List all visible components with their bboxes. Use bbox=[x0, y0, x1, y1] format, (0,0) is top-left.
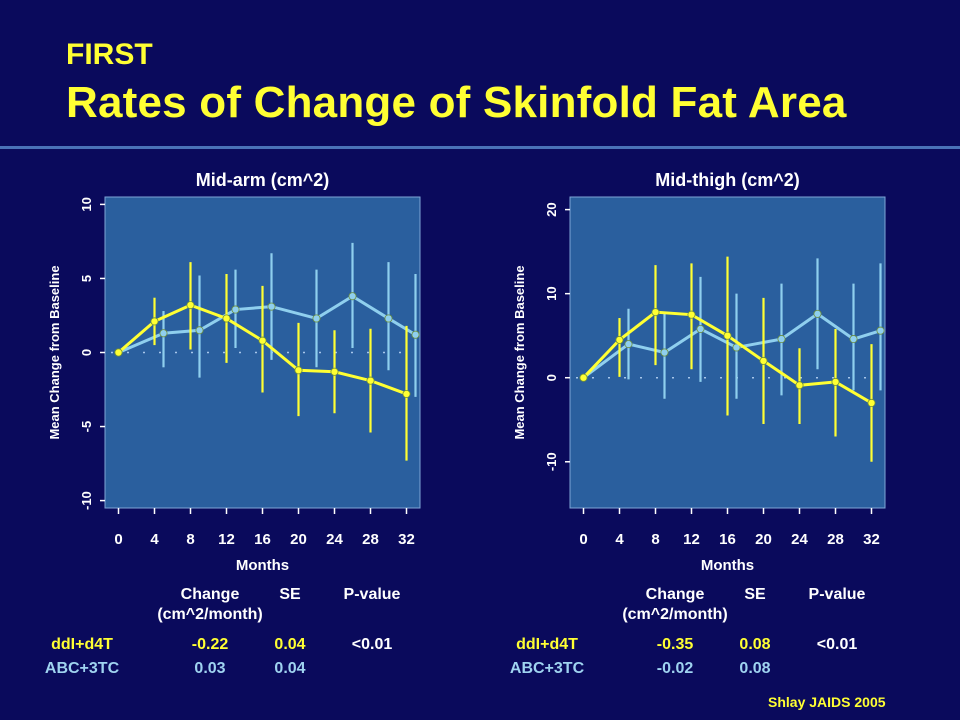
x-tick-label: 20 bbox=[290, 531, 307, 548]
x-tick-label: 24 bbox=[326, 531, 343, 548]
y-tick-label: -5 bbox=[79, 421, 94, 433]
y-axis-label: Mean Change from Baseline bbox=[47, 265, 62, 439]
slide-supertitle: FIRST bbox=[66, 38, 153, 71]
x-tick-label: 4 bbox=[150, 531, 159, 548]
ddl_d4t-data-point bbox=[294, 366, 303, 375]
stats-row-se: 0.08 bbox=[739, 636, 771, 653]
title-divider bbox=[0, 146, 960, 149]
y-tick-label: 10 bbox=[79, 197, 94, 211]
y-tick-label: 0 bbox=[544, 374, 559, 381]
stats-header-pvalue: P-value bbox=[343, 586, 401, 603]
x-axis-label: Months bbox=[701, 557, 754, 574]
ddl_d4t-data-point bbox=[759, 356, 768, 365]
ddl_d4t-data-point bbox=[150, 317, 159, 326]
x-tick-label: 28 bbox=[827, 531, 844, 548]
abc_3tc-data-point bbox=[312, 314, 321, 323]
abc_3tc-data-point bbox=[696, 324, 705, 333]
x-tick-label: 12 bbox=[683, 531, 700, 548]
ddl_d4t-data-point bbox=[831, 377, 840, 386]
stats-row-label: ddI+d4T bbox=[51, 636, 113, 653]
abc_3tc-data-point bbox=[813, 309, 822, 318]
ddl_d4t-data-point bbox=[186, 301, 195, 310]
slide-title: Rates of Change of Skinfold Fat Area bbox=[66, 78, 847, 127]
x-tick-label: 20 bbox=[755, 531, 772, 548]
y-tick-label: 0 bbox=[79, 349, 94, 356]
stats-header-change: Change bbox=[180, 586, 240, 603]
x-tick-label: 0 bbox=[579, 531, 587, 548]
y-tick-label: 10 bbox=[544, 286, 559, 300]
abc_3tc-data-point bbox=[411, 330, 420, 339]
chart-title: Mid-thigh (cm^2) bbox=[655, 170, 800, 190]
abc_3tc-data-point bbox=[732, 343, 741, 352]
stats-header-se: SE bbox=[279, 586, 301, 603]
ddl_d4t-data-point bbox=[114, 348, 123, 357]
x-tick-label: 16 bbox=[719, 531, 736, 548]
abc_3tc-data-point bbox=[195, 326, 204, 335]
stats-header-change-unit: (cm^2/month) bbox=[157, 606, 263, 623]
mid-arm-chart: Mid-arm (cm^2) -10 -5 0 5 10 Mean Change from … bbox=[47, 170, 421, 574]
x-tick-label: 8 bbox=[651, 531, 659, 548]
stats-row-change: 0.03 bbox=[194, 660, 226, 677]
stats-header-change: Change bbox=[645, 586, 705, 603]
mid-thigh-chart: Mid-thigh (cm^2) -10 0 10 20 Mean Change from… bbox=[512, 170, 886, 574]
stats-row-change: -0.35 bbox=[656, 636, 694, 653]
ddl_d4t-data-point bbox=[402, 389, 411, 398]
stats-row-pvalue: <0.01 bbox=[351, 636, 393, 653]
chart-title: Mid-arm (cm^2) bbox=[196, 170, 330, 190]
abc_3tc-data-point bbox=[876, 326, 885, 335]
ddl_d4t-data-point bbox=[651, 308, 660, 317]
x-tick-label: 24 bbox=[791, 531, 808, 548]
abc_3tc-data-point bbox=[777, 335, 786, 344]
abc_3tc-data-point bbox=[159, 329, 168, 338]
abc_3tc-data-point bbox=[849, 335, 858, 344]
ddl_d4t-data-point bbox=[330, 367, 339, 376]
stats-row-label: ABC+3TC bbox=[44, 660, 120, 677]
abc_3tc-data-point bbox=[660, 348, 669, 357]
x-tick-label: 28 bbox=[362, 531, 379, 548]
ddl_d4t-data-point bbox=[687, 310, 696, 319]
stats-row-label: ABC+3TC bbox=[509, 660, 585, 677]
ddl_d4t-data-point bbox=[366, 376, 375, 385]
stats-row-change: -0.02 bbox=[656, 660, 694, 677]
abc_3tc-data-point bbox=[384, 314, 393, 323]
stats-row-change: -0.22 bbox=[191, 636, 229, 653]
x-tick-label: 4 bbox=[615, 531, 624, 548]
y-axis-label: Mean Change from Baseline bbox=[512, 265, 527, 439]
mid-thigh-stats-table: Change (cm^2/month) SE P-value ddI+d4T -… bbox=[495, 586, 915, 686]
mid-arm-stats-table: Change (cm^2/month) SE P-value ddI+d4T -… bbox=[30, 586, 450, 686]
y-tick-label: 20 bbox=[544, 202, 559, 216]
abc_3tc-data-point bbox=[624, 340, 633, 349]
ddl_d4t-data-point bbox=[222, 314, 231, 323]
y-tick-label: -10 bbox=[79, 491, 94, 510]
x-tick-label: 8 bbox=[186, 531, 194, 548]
y-tick-label: -10 bbox=[544, 452, 559, 471]
x-axis-label: Months bbox=[236, 557, 289, 574]
citation: Shlay JAIDS 2005 bbox=[768, 694, 886, 710]
ddl_d4t-data-point bbox=[615, 335, 624, 344]
x-tick-label: 0 bbox=[114, 531, 122, 548]
x-tick-label: 16 bbox=[254, 531, 271, 548]
stats-row-pvalue: <0.01 bbox=[816, 636, 858, 653]
stats-header-change-unit: (cm^2/month) bbox=[622, 606, 728, 623]
x-tick-label: 12 bbox=[218, 531, 235, 548]
ddl_d4t-data-point bbox=[723, 331, 732, 340]
x-tick-label: 32 bbox=[863, 531, 880, 548]
x-tick-label: 32 bbox=[398, 531, 415, 548]
stats-header-se: SE bbox=[744, 586, 766, 603]
y-tick-label: 5 bbox=[79, 275, 94, 282]
stats-row-se: 0.08 bbox=[739, 660, 771, 677]
ddl_d4t-data-point bbox=[867, 398, 876, 407]
stats-row-se: 0.04 bbox=[274, 636, 306, 653]
ddl_d4t-data-point bbox=[579, 373, 588, 382]
ddl_d4t-data-point bbox=[795, 381, 804, 390]
abc_3tc-data-point bbox=[348, 292, 357, 301]
abc_3tc-data-point bbox=[231, 305, 240, 314]
ddl_d4t-data-point bbox=[258, 336, 267, 345]
stats-row-label: ddI+d4T bbox=[516, 636, 578, 653]
abc_3tc-data-point bbox=[267, 302, 276, 311]
stats-header-pvalue: P-value bbox=[808, 586, 866, 603]
stats-row-se: 0.04 bbox=[274, 660, 306, 677]
